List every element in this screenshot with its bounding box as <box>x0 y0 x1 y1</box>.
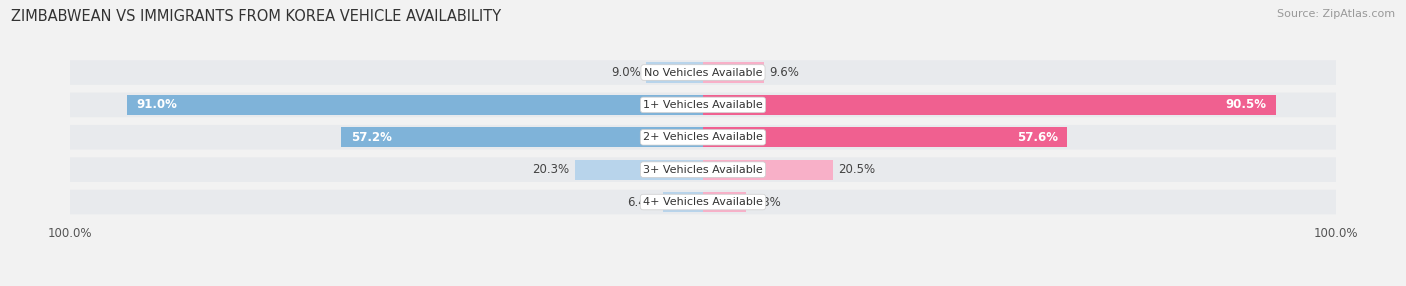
Bar <box>662 192 703 212</box>
Text: 3+ Vehicles Available: 3+ Vehicles Available <box>643 165 763 175</box>
Text: 57.2%: 57.2% <box>350 131 391 144</box>
Text: 1+ Vehicles Available: 1+ Vehicles Available <box>643 100 763 110</box>
Bar <box>703 95 1275 115</box>
Text: 90.5%: 90.5% <box>1225 98 1267 112</box>
FancyBboxPatch shape <box>67 125 1339 150</box>
Bar <box>342 127 703 147</box>
Text: 20.3%: 20.3% <box>533 163 569 176</box>
FancyBboxPatch shape <box>67 157 1339 182</box>
Bar <box>703 127 1067 147</box>
Legend: Zimbabwean, Immigrants from Korea: Zimbabwean, Immigrants from Korea <box>558 283 848 286</box>
Text: 2+ Vehicles Available: 2+ Vehicles Available <box>643 132 763 142</box>
FancyBboxPatch shape <box>67 93 1339 117</box>
Text: 57.6%: 57.6% <box>1017 131 1057 144</box>
Text: 20.5%: 20.5% <box>838 163 875 176</box>
Bar <box>703 192 747 212</box>
Text: 9.6%: 9.6% <box>769 66 799 79</box>
Text: Source: ZipAtlas.com: Source: ZipAtlas.com <box>1277 9 1395 19</box>
Text: ZIMBABWEAN VS IMMIGRANTS FROM KOREA VEHICLE AVAILABILITY: ZIMBABWEAN VS IMMIGRANTS FROM KOREA VEHI… <box>11 9 502 23</box>
Text: 4+ Vehicles Available: 4+ Vehicles Available <box>643 197 763 207</box>
Bar <box>127 95 703 115</box>
Text: 6.8%: 6.8% <box>751 196 780 208</box>
Bar <box>575 160 703 180</box>
Text: 6.4%: 6.4% <box>627 196 658 208</box>
Text: 9.0%: 9.0% <box>612 66 641 79</box>
Bar <box>703 160 832 180</box>
FancyBboxPatch shape <box>67 190 1339 214</box>
Text: No Vehicles Available: No Vehicles Available <box>644 67 762 78</box>
Text: 91.0%: 91.0% <box>136 98 177 112</box>
Bar <box>703 62 763 83</box>
Bar <box>647 62 703 83</box>
FancyBboxPatch shape <box>67 60 1339 85</box>
